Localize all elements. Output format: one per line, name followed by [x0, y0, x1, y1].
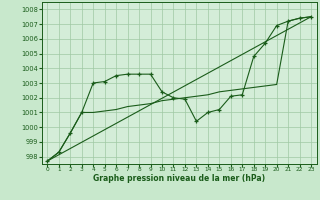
X-axis label: Graphe pression niveau de la mer (hPa): Graphe pression niveau de la mer (hPa)	[93, 174, 265, 183]
